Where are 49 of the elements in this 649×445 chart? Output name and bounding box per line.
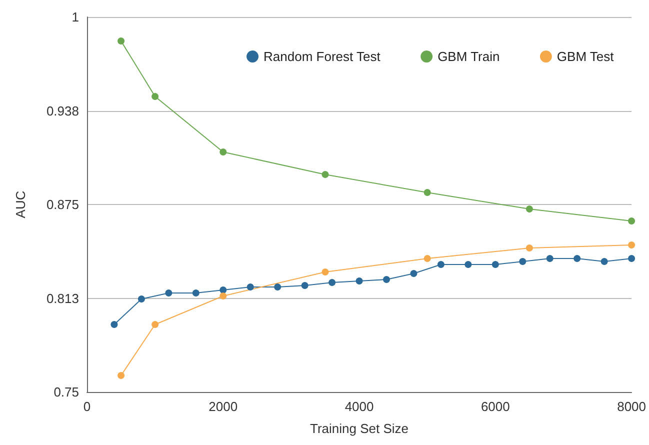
x-tick-label: 8000 <box>617 399 646 414</box>
point <box>383 276 390 283</box>
point <box>410 270 418 277</box>
x-tick-label: 6000 <box>480 399 510 414</box>
point <box>600 258 608 265</box>
point <box>464 261 472 268</box>
legend-label: GBM Train <box>438 49 500 64</box>
y-axis-title: AUC <box>13 190 28 218</box>
x-tick-label: 2000 <box>208 399 238 414</box>
x-axis-title: Training Set Size <box>310 421 409 436</box>
point <box>301 282 308 289</box>
point <box>220 292 227 300</box>
point <box>492 261 499 268</box>
point <box>322 171 329 178</box>
legend-label: GBM Test <box>556 49 614 64</box>
point <box>138 296 145 302</box>
y-tick-label: 0.875 <box>46 197 79 212</box>
point <box>574 255 581 262</box>
point <box>152 93 159 100</box>
point <box>424 255 431 262</box>
point <box>322 268 329 276</box>
y-tick-label: 0.75 <box>54 384 79 400</box>
point <box>519 258 526 265</box>
legend-label: Random Forest Test <box>264 49 381 64</box>
point <box>246 284 254 290</box>
point <box>526 206 533 212</box>
point <box>192 290 200 296</box>
y-tick-label: 1 <box>72 10 79 24</box>
point <box>118 38 125 44</box>
point <box>546 255 554 262</box>
x-tick-label: 0 <box>83 399 91 414</box>
point <box>110 321 118 328</box>
point <box>628 218 636 224</box>
point <box>526 244 533 252</box>
point <box>274 284 282 290</box>
y-tick-label: 0.813 <box>46 290 79 306</box>
point <box>220 286 227 294</box>
point <box>118 372 125 379</box>
point <box>152 321 159 328</box>
point <box>628 242 636 248</box>
point <box>328 279 336 286</box>
point <box>220 148 227 156</box>
point <box>437 261 444 268</box>
x-tick-label: 4000 <box>344 399 374 414</box>
point <box>165 290 172 296</box>
point <box>628 255 636 262</box>
point <box>424 189 431 196</box>
point <box>356 278 363 284</box>
y-tick-label: 0.938 <box>46 103 79 118</box>
